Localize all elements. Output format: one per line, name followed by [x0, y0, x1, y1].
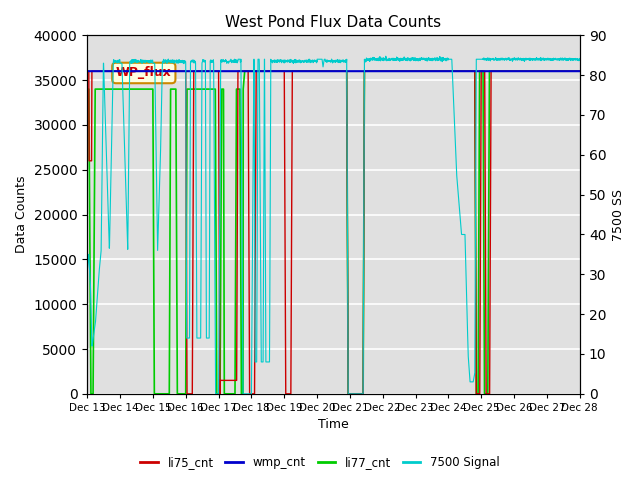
Text: WP_flux: WP_flux — [116, 66, 172, 80]
Y-axis label: Data Counts: Data Counts — [15, 176, 28, 253]
Y-axis label: 7500 SS: 7500 SS — [612, 189, 625, 240]
X-axis label: Time: Time — [318, 419, 349, 432]
Legend: li75_cnt, wmp_cnt, li77_cnt, 7500 Signal: li75_cnt, wmp_cnt, li77_cnt, 7500 Signal — [136, 452, 504, 474]
Title: West Pond Flux Data Counts: West Pond Flux Data Counts — [225, 15, 442, 30]
